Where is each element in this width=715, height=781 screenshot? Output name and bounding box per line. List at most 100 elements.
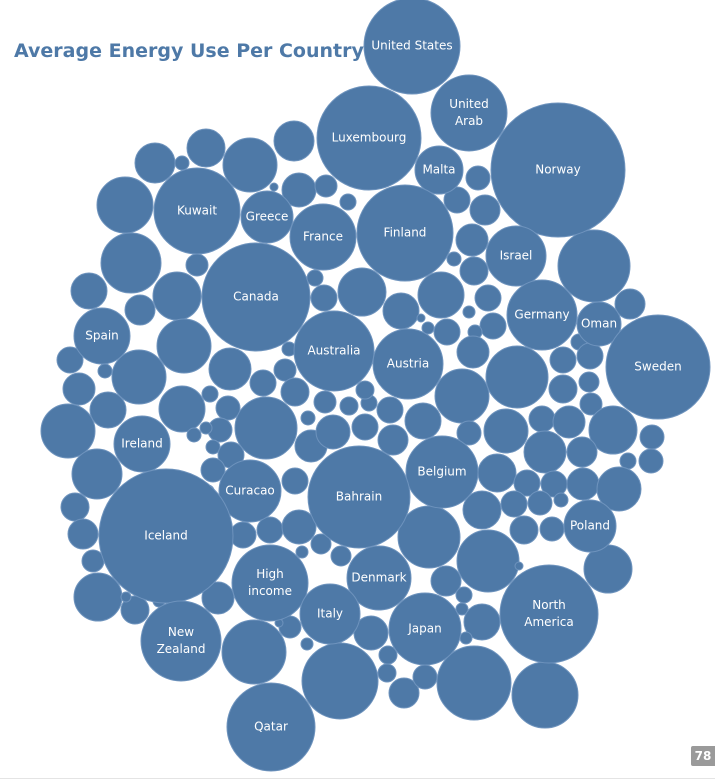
bubble-label-ireland: Ireland [121, 437, 163, 451]
bubble-label-israel: Israel [500, 249, 533, 263]
bubble [339, 193, 357, 211]
bubble [397, 505, 461, 569]
bubble [416, 313, 426, 323]
bubble-label-norway: Norway [535, 163, 581, 177]
bubble [221, 619, 287, 685]
bubble-finland [356, 184, 454, 282]
bubble-kuwait [153, 167, 241, 255]
bubble [459, 631, 473, 645]
bubble-israel [485, 225, 547, 287]
bubble-label-finland: Finland [384, 226, 427, 240]
bubble [485, 345, 549, 409]
bubble-canada [201, 242, 311, 352]
bubble [412, 664, 438, 690]
bubble-label-canada: Canada [233, 290, 279, 304]
bubble-spain [73, 307, 131, 365]
chart-title: Average Energy Use Per Country [14, 40, 364, 62]
bubble [376, 396, 404, 424]
bubble [614, 288, 646, 320]
bubble [300, 410, 316, 426]
bubble [273, 358, 297, 382]
bubble [579, 392, 603, 416]
bubble-japan [388, 592, 462, 666]
bubble [120, 591, 132, 603]
bubble-high-income [231, 544, 309, 622]
bubble-label-high-income: High [256, 567, 284, 581]
bubble-label-france: France [303, 230, 343, 244]
bubble [455, 586, 473, 604]
bubble-label-austria: Austria [387, 357, 429, 371]
bubble [455, 602, 469, 616]
bubble-italy [299, 583, 361, 645]
bubble [40, 403, 96, 459]
bubble [377, 663, 397, 683]
bubble-luxembourg [316, 85, 422, 191]
bubble-label-curacao: Curacao [225, 484, 275, 498]
bubble [60, 492, 90, 522]
bubble-denmark [346, 545, 412, 611]
bubble [477, 453, 517, 493]
bubble [566, 467, 600, 501]
bubble [465, 165, 491, 191]
bubble [339, 396, 359, 416]
bubble [215, 395, 241, 421]
bubble-label-italy: Italy [317, 607, 343, 621]
bubble [459, 256, 489, 286]
bubble [527, 490, 553, 516]
bubble [377, 424, 409, 456]
bubble [208, 347, 252, 391]
bubble-united-arab [430, 74, 508, 152]
bubble [463, 603, 501, 641]
bubble [300, 637, 314, 651]
bubble-label-bahrain: Bahrain [336, 490, 382, 504]
bubble-label-greece: Greece [246, 210, 289, 224]
bubble [509, 515, 539, 545]
bubble [201, 581, 235, 615]
bubble [134, 142, 176, 184]
bubble-label-high-income: income [248, 584, 292, 598]
bubble [96, 176, 154, 234]
bubble [111, 349, 167, 405]
bubble-austria [372, 328, 444, 400]
bubble [553, 492, 569, 508]
bubble [185, 253, 209, 277]
bubble [124, 294, 156, 326]
bubble-label-australia: Australia [307, 344, 360, 358]
bubble [500, 490, 528, 518]
bubble-label-japan: Japan [407, 622, 441, 636]
bubble [256, 516, 284, 544]
bubble [456, 335, 490, 369]
bubble-label-kuwait: Kuwait [177, 204, 217, 218]
bubble [528, 405, 556, 433]
bubble [479, 312, 507, 340]
bubble [552, 405, 586, 439]
bubble-norway [490, 102, 626, 238]
bubble [539, 516, 565, 542]
bubble [89, 391, 127, 429]
bubble [639, 424, 665, 450]
bubble [330, 545, 352, 567]
bubble [417, 271, 465, 319]
bubble-belgium [405, 435, 479, 509]
bubble [355, 380, 375, 400]
bubble-qatar [226, 682, 316, 772]
bubble [97, 363, 113, 379]
bubble-france [289, 203, 357, 271]
bubble-iceland [98, 468, 234, 604]
bubble [200, 457, 226, 483]
bubble-label-oman: Oman [581, 317, 617, 331]
bubble [578, 371, 600, 393]
bubble-label-united-arab: United [449, 97, 488, 111]
bubble [67, 518, 99, 550]
bubble [314, 174, 338, 198]
bubble [456, 529, 520, 593]
bubble [576, 342, 604, 370]
bubble [511, 661, 579, 729]
bubble [222, 137, 278, 193]
bubble [186, 427, 202, 443]
bubble [446, 251, 462, 267]
bubble [469, 194, 501, 226]
bubble [557, 229, 631, 303]
bubble [433, 318, 461, 346]
